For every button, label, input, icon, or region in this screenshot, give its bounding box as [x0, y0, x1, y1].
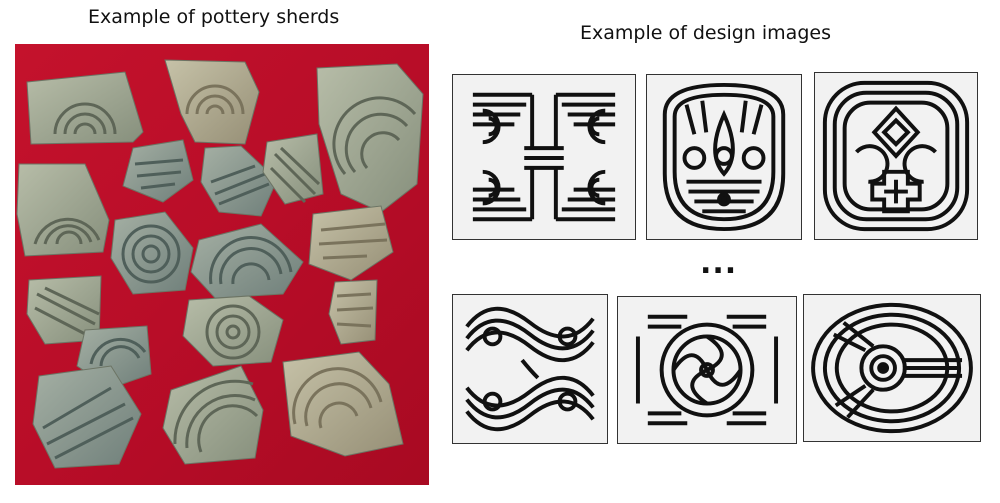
- sherd: [282, 351, 404, 457]
- design-image-2-art: [662, 82, 786, 232]
- sherd: [16, 163, 110, 257]
- sherd: [200, 145, 278, 217]
- more-designs-ellipsis: ...: [700, 246, 738, 281]
- design-image-6-art: [811, 302, 973, 434]
- sherd: [26, 71, 144, 145]
- sherd: [190, 223, 304, 299]
- sherd: [162, 365, 264, 465]
- design-image-1-art: [472, 92, 616, 222]
- sherd: [316, 63, 424, 213]
- design-image-4-art: [465, 306, 595, 432]
- design-image-1: [452, 74, 636, 240]
- sherd: [262, 133, 324, 205]
- design-image-6: [803, 294, 981, 442]
- design-image-5-art: [635, 314, 779, 426]
- sherd: [308, 205, 394, 281]
- sherd: [164, 59, 260, 145]
- sherd: [110, 211, 194, 295]
- sherd: [182, 295, 284, 367]
- sherd: [32, 365, 142, 469]
- design-image-4: [452, 294, 608, 444]
- sherd: [26, 275, 102, 345]
- pottery-sherds-caption: Example of pottery sherds: [88, 6, 340, 28]
- sherd: [328, 279, 378, 345]
- pottery-sherds-photo: [15, 44, 429, 485]
- design-image-5: [617, 296, 797, 444]
- design-image-2: [646, 74, 802, 240]
- design-image-3: [814, 72, 978, 240]
- sherd: [122, 139, 194, 203]
- design-images-caption: Example of design images: [580, 22, 831, 44]
- design-image-3-art: [822, 80, 970, 232]
